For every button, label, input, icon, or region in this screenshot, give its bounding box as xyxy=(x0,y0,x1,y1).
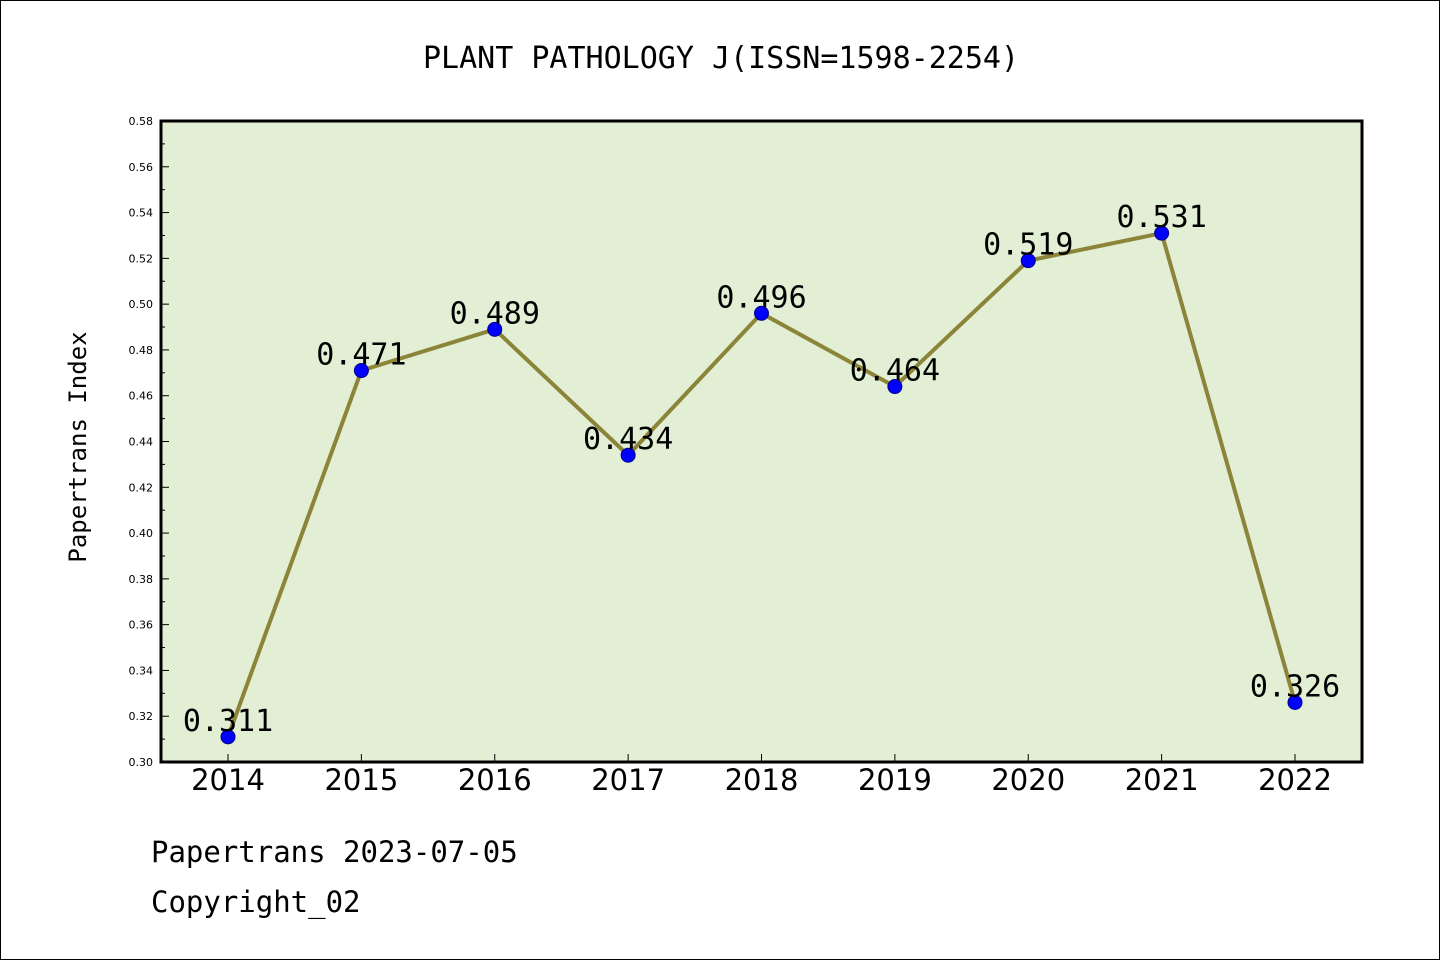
data-point xyxy=(487,321,503,337)
x-tick-label: 2019 xyxy=(858,763,932,797)
data-label: 0.519 xyxy=(983,228,1073,263)
y-tick-label: 0.36 xyxy=(129,619,154,632)
y-axis-ticks: 0.30 0.32 0.34 0.36 0.38 0.40 0.42 0.44 0.46 0.48… xyxy=(129,115,169,769)
y-tick-label: 0.40 xyxy=(129,527,154,540)
data-label: 0.496 xyxy=(716,280,806,315)
data-label: 0.471 xyxy=(316,338,406,373)
chart-title: PLANT PATHOLOGY J(ISSN=1598-2254) xyxy=(423,41,1019,76)
x-tick-label: 2022 xyxy=(1258,763,1332,797)
x-tick-label: 2016 xyxy=(458,763,532,797)
data-label: 0.489 xyxy=(450,296,540,331)
data-point xyxy=(353,363,369,379)
y-tick-label: 0.30 xyxy=(129,756,154,769)
data-point xyxy=(887,379,903,395)
y-tick-label: 0.44 xyxy=(129,436,154,449)
y-tick-label: 0.38 xyxy=(129,573,154,586)
y-tick-label: 0.42 xyxy=(129,481,154,494)
data-point xyxy=(1020,253,1036,269)
x-tick-label: 2014 xyxy=(191,763,265,797)
y-tick-label: 0.34 xyxy=(129,664,154,677)
x-tick-label: 2015 xyxy=(324,763,398,797)
y-tick-label: 0.46 xyxy=(129,390,154,403)
y-axis-label: Papertrans Index xyxy=(64,331,92,562)
data-point xyxy=(754,305,769,321)
data-point xyxy=(1154,225,1170,241)
data-point xyxy=(1287,694,1303,710)
y-tick-label: 0.50 xyxy=(129,298,154,311)
data-labels: 0.311 0.471 0.489 0.434 0.496 0.464 0.519 0.531… xyxy=(183,200,1340,739)
x-tick-label: 2017 xyxy=(591,763,665,797)
footer-copyright: Copyright_02 xyxy=(151,885,361,919)
data-label: 0.434 xyxy=(583,422,673,457)
data-label: 0.464 xyxy=(850,354,940,389)
x-tick-label: 2018 xyxy=(725,763,799,797)
y-tick-label: 0.56 xyxy=(129,161,154,174)
x-axis-ticks: 2014 2015 2016 2017 2018 2019 2020 2021 2022 xyxy=(191,754,1332,797)
x-tick-label: 2021 xyxy=(1125,763,1199,797)
footer-date: Papertrans 2023-07-05 xyxy=(151,835,518,869)
data-label: 0.311 xyxy=(183,704,273,739)
plot-border xyxy=(159,119,1364,764)
data-point xyxy=(620,447,636,463)
x-tick-label: 2020 xyxy=(991,763,1065,797)
data-point xyxy=(220,729,236,745)
y-tick-label: 0.54 xyxy=(129,207,154,220)
y-tick-label: 0.32 xyxy=(129,710,154,723)
y-tick-label: 0.52 xyxy=(129,252,154,265)
data-markers xyxy=(220,225,1303,745)
y-tick-label: 0.48 xyxy=(129,344,154,357)
y-tick-label: 0.58 xyxy=(129,115,154,128)
data-label: 0.531 xyxy=(1116,200,1206,235)
data-label: 0.326 xyxy=(1250,669,1340,704)
